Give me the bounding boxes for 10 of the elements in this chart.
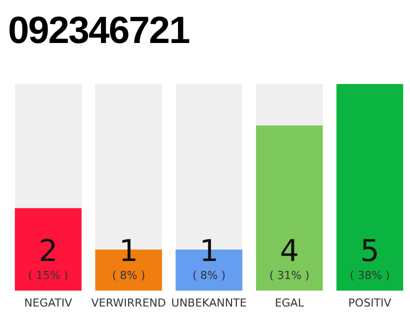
chart-title: 092346721 (8, 9, 190, 54)
bar (336, 84, 404, 291)
x-tick-label: VERWIRREND (91, 296, 166, 310)
data-label: 4 ( 31% ) (269, 234, 310, 282)
x-tick-label: EGAL (274, 296, 305, 310)
data-label: 2 ( 15% ) (28, 234, 68, 282)
data-label: 5 ( 38% ) (350, 234, 390, 282)
x-tick-label: UNBEKANNTE (171, 296, 247, 310)
x-tick-label: POSITIV (348, 296, 392, 310)
x-tick-label: NEGATIV (24, 296, 73, 310)
